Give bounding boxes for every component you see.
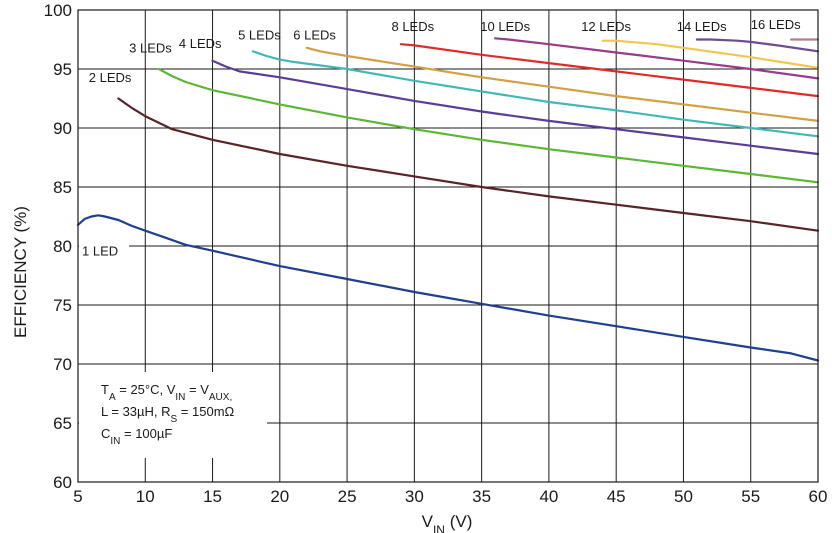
conditions-bg <box>79 372 267 458</box>
y-tick-label: 80 <box>53 237 72 256</box>
condition-segment: AUX, <box>209 392 232 403</box>
condition-segment: IN <box>110 436 120 447</box>
x-tick-label: 45 <box>607 487 626 506</box>
x-tick-label: 50 <box>674 487 693 506</box>
y-tick-label: 75 <box>53 296 72 315</box>
condition-segment: = 25°C, V <box>116 382 176 397</box>
x-tick-label: 40 <box>539 487 558 506</box>
condition-segment: L = 33µH, R <box>101 404 171 419</box>
x-tick-label: 35 <box>472 487 491 506</box>
condition-segment: = 100µF <box>120 426 172 441</box>
series-line <box>76 214 820 362</box>
series-label: 5 LEDs <box>238 28 281 43</box>
x-tick-label: 15 <box>203 487 222 506</box>
x-tick-label: 30 <box>405 487 424 506</box>
test-conditions: TA = 25°C, VIN = VAUX,L = 33µH, RS = 150… <box>79 372 267 458</box>
condition-line: CIN = 100µF <box>101 426 172 447</box>
y-axis-label: EFFICIENCY (%) <box>11 206 30 338</box>
plot-border <box>77 9 819 483</box>
series-line <box>399 43 820 98</box>
x-tick-label: 10 <box>136 487 155 506</box>
series-line <box>305 46 820 122</box>
x-tick-label: 55 <box>741 487 760 506</box>
x-tick-label: 60 <box>809 487 828 506</box>
x-tick-label: 20 <box>270 487 289 506</box>
series-label: 2 LEDs <box>89 70 132 85</box>
x-axis-label-part: V <box>422 512 434 531</box>
condition-line: L = 33µH, RS = 150mΩ <box>101 404 235 425</box>
x-tick-label: 5 <box>73 487 82 506</box>
condition-segment: IN <box>175 392 185 403</box>
y-tick-label: 85 <box>53 178 72 197</box>
x-tick-labels: 5 10 15 20 25 30 35 40 45 50 55 60 <box>73 487 827 506</box>
y-tick-label: 60 <box>53 473 72 492</box>
condition-segment: = 150mΩ <box>177 404 234 419</box>
series-label: 12 LEDs <box>581 19 631 34</box>
series-label: 14 LEDs <box>677 19 727 34</box>
series-label: 1 LED <box>82 243 118 258</box>
series-label: 6 LEDs <box>293 28 336 43</box>
series-line <box>695 38 820 53</box>
series-label: 8 LEDs <box>391 19 434 34</box>
condition-segment: T <box>101 382 109 397</box>
condition-segment: = V <box>185 382 209 397</box>
y-tick-label: 100 <box>44 1 72 20</box>
series-label: 3 LEDs <box>129 40 172 55</box>
series-line <box>494 37 820 80</box>
series-label: 16 LEDs <box>751 17 801 32</box>
y-tick-label: 90 <box>53 119 72 138</box>
condition-segment: A <box>109 392 116 403</box>
series-label: 10 LEDs <box>480 19 530 34</box>
series-line <box>117 97 820 232</box>
series-labels: 1 LED 2 LEDs 3 LEDs 4 LEDs 5 LEDs 6 LEDs 8 LED… <box>79 17 801 260</box>
series-line <box>251 50 820 138</box>
y-tick-label: 95 <box>53 60 72 79</box>
series-lines <box>76 37 820 362</box>
y-tick-label: 65 <box>53 414 72 433</box>
plot-frame <box>77 9 819 483</box>
y-tick-labels: 60 65 70 75 80 85 90 95 100 <box>44 1 72 492</box>
series-label: 4 LEDs <box>179 36 222 51</box>
x-axis-label-part: IN <box>433 523 445 533</box>
condition-segment: S <box>171 414 178 425</box>
condition-line: TA = 25°C, VIN = VAUX, <box>101 382 232 403</box>
series-line <box>157 67 820 184</box>
condition-segment: C <box>101 426 110 441</box>
series-line <box>211 59 820 156</box>
x-axis-label: VIN (V) <box>422 512 473 533</box>
x-tick-label: 25 <box>338 487 357 506</box>
y-tick-label: 70 <box>53 355 72 374</box>
series-label-bg <box>79 243 130 260</box>
x-axis-label-part: (V) <box>445 512 472 531</box>
series-line <box>601 39 820 69</box>
